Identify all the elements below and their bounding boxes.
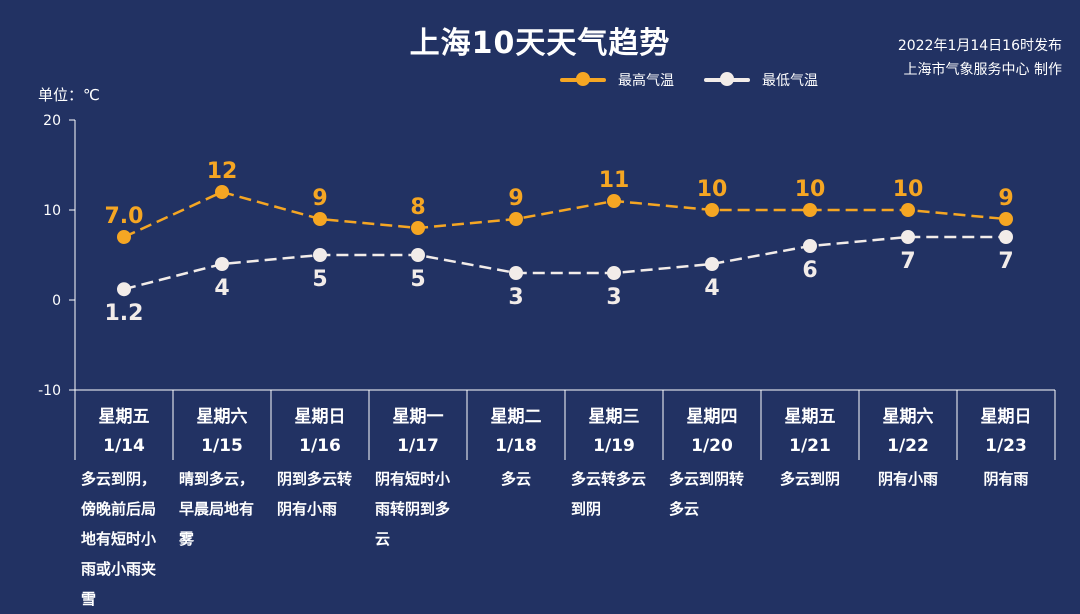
publish-info: 2022年1月14日16时发布 上海市气象服务中心 制作 [898, 34, 1062, 82]
data-label-low: 7 [998, 249, 1013, 274]
data-label-high: 7.0 [105, 204, 144, 229]
data-point-low [607, 266, 621, 280]
data-label-high: 10 [795, 177, 826, 202]
data-point-high [313, 212, 327, 226]
date-label: 1/15 [201, 436, 243, 456]
weather-description-row: 多云到阴，傍晚前后局地有短时小雨或小雨夹雪 晴到多云，早晨局地有雾 阴到多云转阴… [75, 460, 1055, 610]
data-point-high [509, 212, 523, 226]
data-label-low: 1.2 [105, 301, 144, 326]
y-tick-label: 0 [52, 293, 61, 309]
data-label-low: 5 [312, 267, 327, 292]
data-label-high: 10 [893, 177, 924, 202]
data-point-high [705, 203, 719, 217]
legend-label-low: 最低气温 [762, 73, 818, 89]
legend-marker-low [704, 72, 750, 86]
weather-desc-day-5: 多云 [500, 470, 531, 488]
data-point-low [705, 257, 719, 271]
publish-agency: 上海市气象服务中心 制作 [903, 62, 1062, 78]
data-point-low [901, 230, 915, 244]
weather-desc-day-2: 晴到多云，早晨局地有雾 [179, 470, 255, 548]
weekday-label: 星期六 [197, 406, 248, 427]
y-tick-label: -10 [38, 383, 61, 399]
data-point-high [215, 185, 229, 199]
data-label-low: 7 [900, 249, 915, 274]
data-label-high: 8 [410, 195, 425, 220]
data-label-low: 3 [508, 285, 523, 310]
date-label: 1/19 [593, 436, 635, 456]
legend: 最高气温 最低气温 [560, 70, 818, 90]
date-label: 1/17 [397, 436, 439, 456]
date-label: 1/18 [495, 436, 537, 456]
data-point-low [215, 257, 229, 271]
weekday-label: 星期五 [785, 407, 836, 427]
series-line-low [123, 235, 1006, 291]
data-label-low: 3 [606, 285, 621, 310]
date-label: 1/21 [789, 436, 831, 456]
data-point-low [509, 266, 523, 280]
weather-desc-day-9: 阴有小雨 [877, 470, 938, 488]
data-point-high [999, 212, 1013, 226]
legend-item-high: 最高气温 [560, 70, 674, 90]
data-label-high: 9 [508, 186, 523, 211]
data-point-low [999, 230, 1013, 244]
weekday-label: 星期三 [589, 407, 640, 427]
date-label: 1/22 [887, 436, 929, 456]
data-point-low [117, 282, 131, 297]
date-label: 1/23 [985, 436, 1027, 456]
weather-desc-day-7: 多云到阴转多云 [669, 470, 745, 518]
series-line-high [123, 190, 1007, 239]
data-point-high [411, 221, 425, 235]
weekday-label: 星期二 [491, 407, 542, 427]
data-label-high: 9 [998, 186, 1013, 211]
weather-desc-day-8: 多云到阴 [779, 470, 840, 488]
weekday-label: 星期一 [393, 407, 444, 427]
weekday-label: 星期日 [981, 407, 1032, 427]
weather-desc-day-6: 多云转多云到阴 [571, 470, 647, 518]
weekday-label: 星期五 [99, 407, 150, 427]
data-point-high [607, 194, 621, 208]
data-label-low: 5 [410, 267, 425, 292]
weekday-label: 星期日 [295, 407, 346, 427]
weather-desc-day-10: 阴有雨 [983, 470, 1029, 488]
data-point-low [313, 248, 327, 262]
legend-marker-high [560, 72, 606, 86]
data-label-high: 12 [207, 159, 238, 184]
data-label-low: 6 [802, 258, 817, 283]
weather-desc-day-1: 多云到阴，傍晚前后局地有短时小雨或小雨夹雪 [81, 470, 157, 608]
data-label-high: 11 [599, 168, 630, 193]
date-label: 1/14 [103, 436, 145, 456]
data-label-low: 4 [214, 276, 229, 301]
data-point-high [901, 203, 915, 217]
weather-desc-day-4: 阴有短时小雨转阴到多云 [375, 470, 451, 548]
y-tick-label: 20 [43, 113, 61, 129]
data-label-high: 9 [312, 186, 327, 211]
chart-title: 上海10天天气趋势 [409, 26, 671, 61]
data-point-low [803, 239, 817, 253]
legend-item-low: 最低气温 [704, 70, 818, 90]
date-label: 1/16 [299, 436, 341, 456]
data-point-high [117, 230, 131, 244]
data-point-high [803, 203, 817, 217]
unit-label: 单位：℃ [38, 86, 100, 104]
data-label-high: 10 [697, 177, 728, 202]
date-label: 1/20 [691, 436, 733, 456]
weekday-label: 星期六 [883, 406, 934, 427]
legend-label-high: 最高气温 [618, 73, 674, 89]
weekday-label: 星期四 [687, 407, 738, 427]
publish-time: 2022年1月14日16时发布 [897, 38, 1062, 54]
data-point-low [411, 248, 425, 262]
data-label-low: 4 [704, 276, 719, 301]
y-tick-label: 10 [43, 203, 61, 219]
weather-desc-day-3: 阴到多云转阴有小雨 [277, 470, 353, 518]
